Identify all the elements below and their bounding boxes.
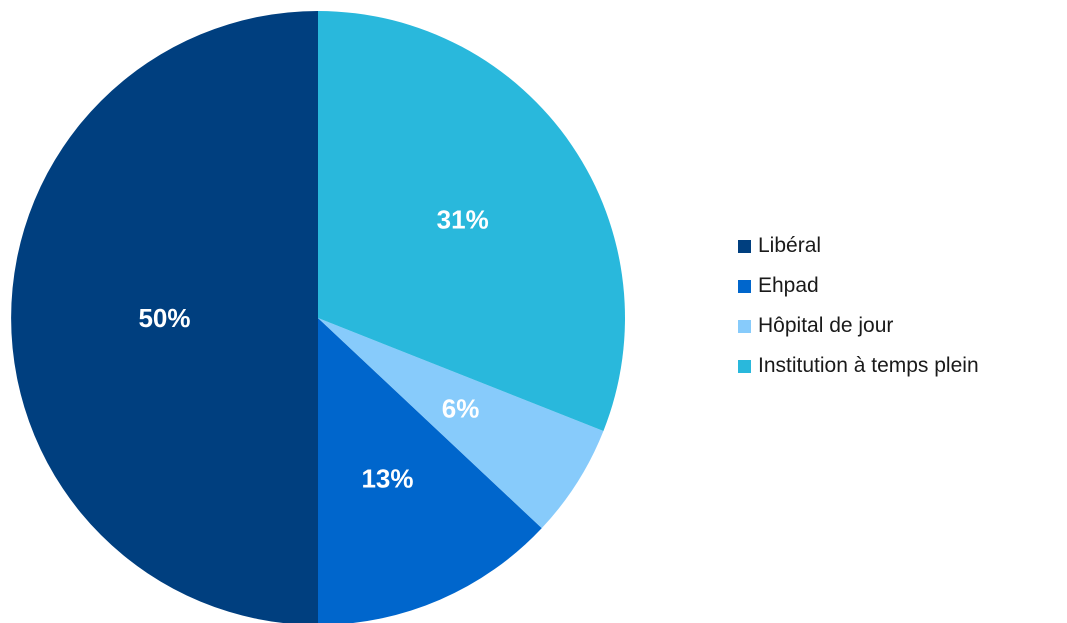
legend-label: Libéral <box>758 234 822 257</box>
legend: Libéral Ehpad Hôpital de jour Institution à… <box>738 226 979 386</box>
pie-slice-liberal <box>11 11 318 623</box>
legend-label: Institution à temps plein <box>758 354 979 377</box>
slice-label-hopital-de-jour: 6% <box>442 394 480 424</box>
legend-swatch <box>738 279 751 293</box>
pie-slice-ehpad <box>318 318 542 623</box>
slice-label-institution-a-temps-plein: 31% <box>437 205 489 235</box>
legend-swatch <box>738 239 751 253</box>
legend-item-institution-a-temps-plein: Institution à temps plein <box>738 346 979 386</box>
legend-label: Ehpad <box>758 274 819 297</box>
pie-slices <box>11 11 625 623</box>
pie-slice-institution-a-temps-plein <box>318 11 625 432</box>
legend-label: Hôpital de jour <box>758 314 894 337</box>
slice-label-ehpad: 13% <box>361 464 413 494</box>
legend-swatch <box>738 319 751 333</box>
legend-item-liberal: Libéral <box>738 226 979 266</box>
slice-label-liberal: 50% <box>138 303 190 333</box>
pie-slice-labels: 50% 13% 6% 31% <box>138 205 488 494</box>
legend-item-ehpad: Ehpad <box>738 266 979 306</box>
pie-slice-hopital-de-jour <box>318 318 604 529</box>
legend-item-hopital-de-jour: Hôpital de jour <box>738 306 979 346</box>
legend-swatch <box>738 359 751 373</box>
